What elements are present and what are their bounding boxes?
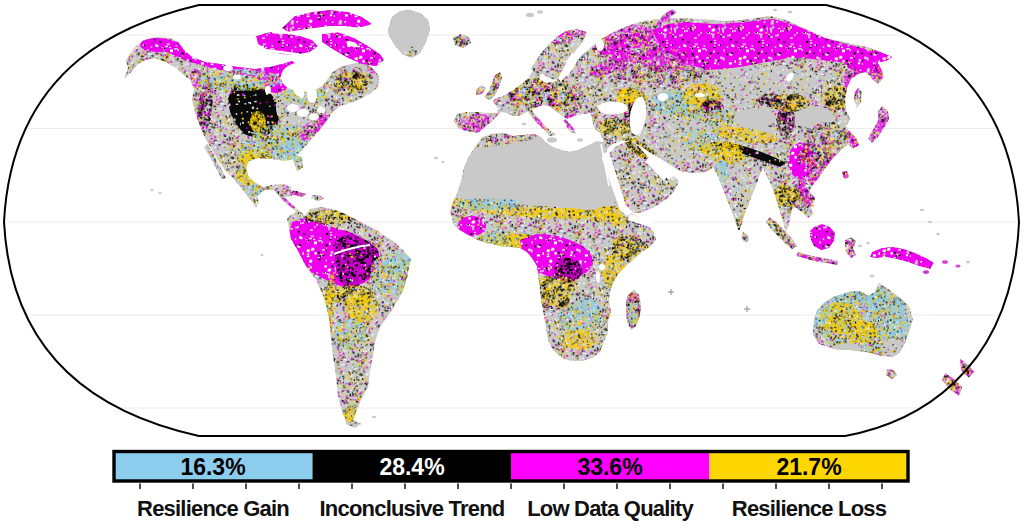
svg-text:33.6%: 33.6% (577, 454, 642, 480)
svg-text:Low Data Quality: Low Data Quality (527, 496, 694, 521)
svg-text:Resilience Loss: Resilience Loss (732, 496, 887, 521)
svg-text:16.3%: 16.3% (180, 454, 245, 480)
svg-text:Resilience Gain: Resilience Gain (137, 496, 289, 521)
svg-text:21.7%: 21.7% (776, 454, 841, 480)
svg-text:Inconclusive Trend: Inconclusive Trend (320, 496, 505, 521)
svg-text:28.4%: 28.4% (379, 454, 444, 480)
